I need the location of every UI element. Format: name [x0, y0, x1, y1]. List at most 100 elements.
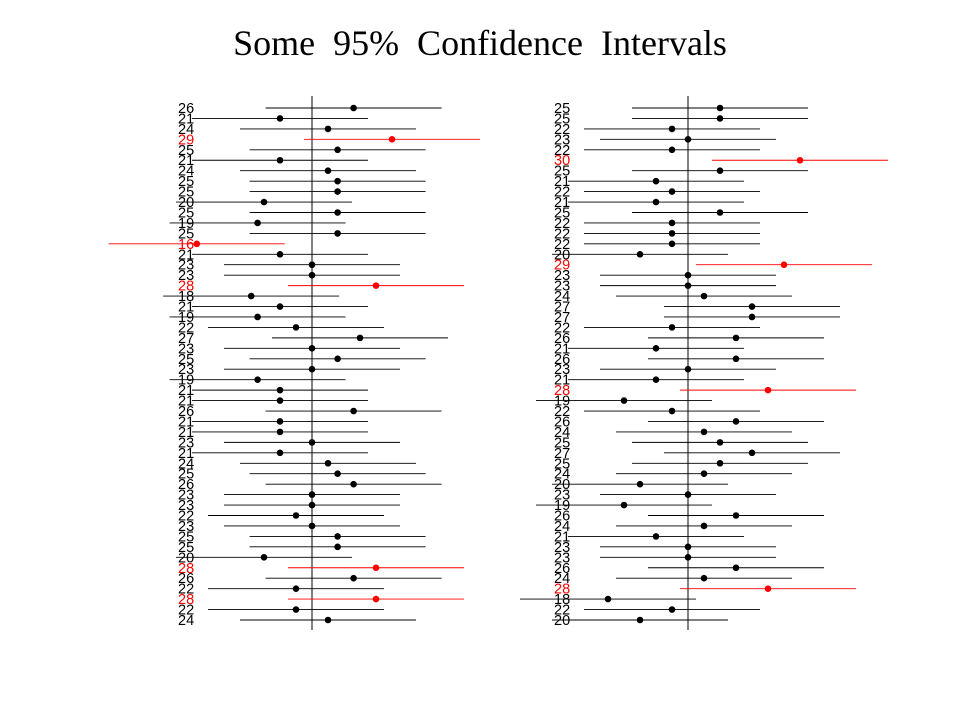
ci-point-estimate: [292, 512, 300, 519]
ci-point-estimate: [308, 439, 316, 446]
ci-point-estimate: [324, 167, 332, 174]
ci-row-label: 21: [178, 446, 194, 462]
ci-point-estimate: [308, 491, 316, 498]
ci-point-estimate: [350, 407, 357, 415]
ci-point-estimate: [324, 125, 332, 133]
ci-point-estimate: [652, 177, 660, 185]
ci-point-estimate: [652, 198, 660, 206]
ci-point-estimate: [684, 282, 692, 289]
ci-row-label: 20: [178, 550, 194, 566]
ci-row-label: 22: [554, 143, 570, 159]
ci-row-label: 27: [554, 446, 570, 462]
ci-row-label: 21: [554, 529, 570, 545]
ci-point-estimate: [668, 230, 676, 237]
ci-point-estimate: [748, 449, 756, 457]
ci-point-estimate: [652, 376, 660, 383]
ci-point-estimate: [700, 574, 708, 582]
ci-point-estimate: [276, 418, 284, 425]
ci-point-estimate: [700, 522, 708, 530]
ci-row-label: 21: [178, 300, 194, 316]
ci-row-label: 25: [178, 174, 194, 190]
ci-row-label: 22: [554, 226, 570, 242]
ci-row-label: 23: [178, 488, 194, 504]
ci-point-estimate: [668, 219, 676, 227]
ci-row-label: 26: [178, 101, 194, 117]
ci-row-label: 21: [178, 111, 194, 127]
ci-row-label: 22: [178, 320, 194, 336]
ci-point-estimate: [636, 480, 644, 488]
ci-row-label: 29: [554, 258, 570, 274]
ci-row-label: 28: [178, 592, 194, 608]
ci-row-label: 24: [554, 425, 570, 441]
ci-point-estimate: [350, 104, 357, 112]
ci-row-label: 24: [554, 519, 570, 535]
ci-point-estimate: [796, 156, 804, 164]
ci-point-estimate: [308, 271, 316, 279]
ci-point-estimate: [276, 449, 284, 457]
ci-point-estimate: [334, 209, 341, 216]
ci-point-estimate: [292, 585, 300, 592]
ci-row-label: 21: [554, 341, 570, 357]
ci-row-label: 16: [178, 237, 194, 253]
ci-point-estimate: [193, 240, 201, 248]
ci-row-label: 27: [554, 300, 570, 316]
ci-point-estimate: [700, 470, 708, 478]
ci-point-estimate: [764, 386, 772, 394]
ci-row-label: 18: [178, 289, 194, 305]
ci-row-label: 23: [554, 132, 570, 148]
ci-row-label: 26: [178, 477, 194, 493]
ci-point-estimate: [276, 250, 284, 258]
ci-point-estimate: [334, 188, 341, 195]
ci-point-estimate: [700, 428, 708, 436]
ci-point-estimate: [684, 271, 692, 279]
ci-row-label: 30: [554, 153, 570, 169]
ci-point-estimate: [334, 533, 341, 540]
ci-row-label: 25: [178, 529, 194, 545]
ci-point-estimate: [620, 397, 628, 404]
ci-point-estimate: [260, 198, 268, 206]
ci-point-estimate: [276, 397, 284, 404]
ci-point-estimate: [308, 345, 316, 352]
ci-point-estimate: [334, 146, 341, 154]
ci-point-estimate: [668, 407, 676, 415]
ci-point-estimate: [292, 606, 300, 613]
ci-row-label: 21: [178, 425, 194, 441]
ci-row-label: 23: [554, 488, 570, 504]
ci-point-estimate: [388, 136, 396, 143]
ci-point-estimate: [350, 574, 357, 582]
ci-row-label: 25: [554, 205, 570, 221]
ci-row-label: 24: [554, 467, 570, 483]
ci-row-label: 22: [554, 122, 570, 138]
ci-point-estimate: [324, 459, 332, 467]
ci-point-estimate: [684, 136, 692, 143]
ci-row-label: 24: [178, 164, 194, 180]
ci-row-label: 25: [178, 467, 194, 483]
ci-row-label: 19: [178, 216, 194, 232]
ci-point-estimate: [668, 125, 676, 133]
ci-point-estimate: [334, 470, 341, 478]
ci-point-estimate: [372, 282, 380, 289]
ci-row-label: 21: [178, 247, 194, 263]
ci-row-label: 25: [554, 435, 570, 451]
ci-row-label: 23: [554, 279, 570, 295]
ci-row-label: 19: [554, 394, 570, 410]
ci-row-label: 21: [554, 195, 570, 211]
ci-row-label: 26: [554, 414, 570, 430]
ci-row-label: 26: [554, 509, 570, 525]
ci-row-label: 26: [554, 331, 570, 347]
ci-point-estimate: [716, 209, 724, 216]
ci-point-estimate: [668, 324, 676, 331]
ci-point-estimate: [334, 230, 341, 237]
ci-row-label: 23: [178, 435, 194, 451]
ci-row-label: 25: [178, 185, 194, 201]
ci-row-label: 27: [554, 310, 570, 326]
ci-row-label: 26: [178, 571, 194, 587]
ci-row-label: 24: [554, 289, 570, 305]
ci-row-label: 23: [554, 540, 570, 556]
ci-row-label: 22: [554, 603, 570, 619]
ci-row-label: 19: [178, 373, 194, 389]
ci-point-estimate: [276, 156, 284, 164]
ci-point-estimate: [308, 365, 316, 373]
ci-point-estimate: [620, 501, 628, 509]
ci-point-estimate: [716, 439, 724, 446]
